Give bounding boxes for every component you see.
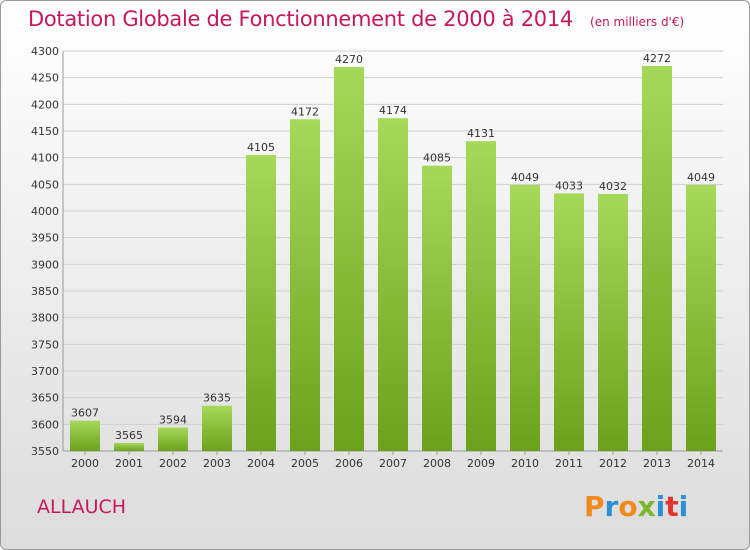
brand-letter: x xyxy=(637,490,656,523)
x-tick-label: 2012 xyxy=(599,457,627,470)
bar-2012 xyxy=(598,193,628,451)
y-tick-label: 3850 xyxy=(31,285,59,298)
data-label: 4270 xyxy=(335,53,363,66)
data-label: 4172 xyxy=(291,105,319,118)
y-tick-label: 4250 xyxy=(31,72,59,85)
y-tick-label: 3750 xyxy=(31,338,59,351)
y-tick-label: 3900 xyxy=(31,258,59,271)
data-label: 4105 xyxy=(247,141,275,154)
brand-letter: t xyxy=(665,490,679,523)
bar-2013 xyxy=(642,65,672,451)
y-tick-label: 4100 xyxy=(31,152,59,165)
x-axis: 2000 2001 2002 2003 2004 2005 2006 2007 2008 2009… xyxy=(71,451,715,470)
brand-letter: P xyxy=(584,490,605,523)
data-label: 4131 xyxy=(467,127,495,140)
y-tick-label: 4300 xyxy=(31,45,59,58)
brand-logo: Proxiti xyxy=(584,490,688,523)
data-label: 4049 xyxy=(687,171,715,184)
data-label: 4049 xyxy=(511,171,539,184)
y-tick-label: 3550 xyxy=(31,445,59,458)
data-label: 4272 xyxy=(643,52,671,65)
chart-title: Dotation Globale de Fonctionnement de 20… xyxy=(28,7,573,31)
x-tick-label: 2009 xyxy=(467,457,495,470)
bar-2009 xyxy=(466,141,496,451)
data-label: 3607 xyxy=(71,407,99,420)
commune-name: ALLAUCH xyxy=(37,496,127,518)
brand-letter: o xyxy=(618,490,638,523)
brand-letter: r xyxy=(604,490,619,523)
x-tick-label: 2005 xyxy=(291,457,319,470)
bar-2002 xyxy=(158,427,188,451)
chart-subtitle: (en milliers d'€) xyxy=(590,15,685,29)
x-tick-label: 2014 xyxy=(687,457,715,470)
y-tick-label: 3700 xyxy=(31,365,59,378)
x-tick-label: 2010 xyxy=(511,457,539,470)
bar-2000 xyxy=(70,420,100,451)
data-label: 4174 xyxy=(379,104,407,117)
x-tick-label: 2002 xyxy=(159,457,187,470)
bar-2014 xyxy=(686,184,716,451)
x-tick-label: 2001 xyxy=(115,457,143,470)
data-label: 3635 xyxy=(203,392,231,405)
bar-2011 xyxy=(554,193,584,451)
data-label: 4085 xyxy=(423,152,451,165)
bar-2010 xyxy=(510,184,540,451)
x-tick-label: 2007 xyxy=(379,457,407,470)
x-tick-label: 2006 xyxy=(335,457,363,470)
data-label: 4033 xyxy=(555,179,583,192)
bar-2005 xyxy=(290,119,320,452)
y-tick-label: 4050 xyxy=(31,178,59,191)
y-tick-label: 4200 xyxy=(31,98,59,111)
y-tick-label: 3800 xyxy=(31,312,59,325)
brand-letter: i xyxy=(655,490,666,523)
brand-letter: i xyxy=(678,490,689,523)
bar-2003 xyxy=(202,405,232,451)
bars: 3607 3565 3594 3635 4105 4172 4270 4174 4085 4131… xyxy=(70,52,716,452)
bar-2007 xyxy=(378,118,408,451)
y-tick-label: 3650 xyxy=(31,392,59,405)
x-tick-label: 2004 xyxy=(247,457,275,470)
bar-2001 xyxy=(114,443,144,451)
x-tick-label: 2011 xyxy=(555,457,583,470)
y-tick-label: 3950 xyxy=(31,232,59,245)
bar-2006 xyxy=(334,67,364,451)
y-tick-label: 3600 xyxy=(31,418,59,431)
x-tick-label: 2000 xyxy=(71,457,99,470)
bar-2008 xyxy=(422,165,452,451)
bar-2004 xyxy=(246,155,276,451)
data-label: 3565 xyxy=(115,429,143,442)
y-tick-label: 4150 xyxy=(31,125,59,138)
title-line: Dotation Globale de Fonctionnement de 20… xyxy=(28,7,684,31)
x-tick-label: 2013 xyxy=(643,457,671,470)
y-axis: 3550 3600 3650 3700 3750 3800 3850 3900 3950 4000… xyxy=(31,45,59,458)
y-tick-label: 4000 xyxy=(31,205,59,218)
data-label: 3594 xyxy=(159,414,187,427)
x-tick-label: 2003 xyxy=(203,457,231,470)
data-label: 4032 xyxy=(599,180,627,193)
x-tick-label: 2008 xyxy=(423,457,451,470)
